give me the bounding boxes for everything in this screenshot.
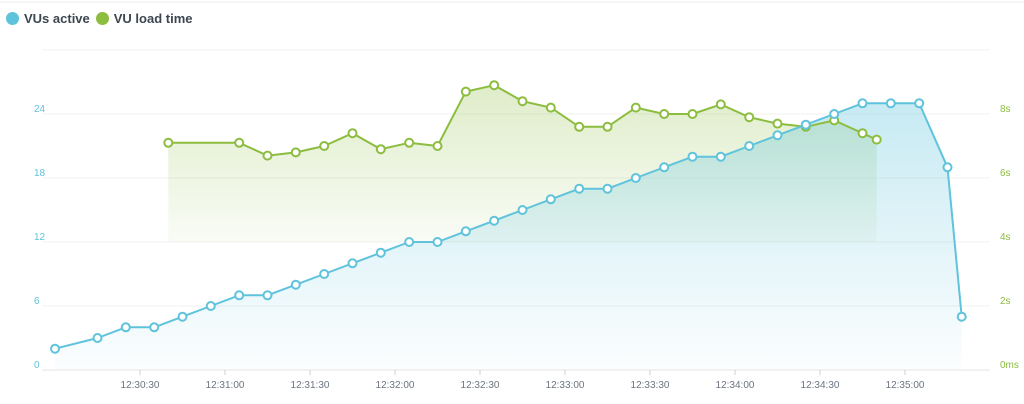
- vus-active-point: [744, 141, 755, 151]
- vus-active-point: [262, 290, 273, 301]
- vu-load-time-point: [432, 141, 443, 151]
- x-tick-label: 12:35:00: [886, 380, 925, 391]
- legend-item-vu-load-time[interactable]: VU load time: [95, 11, 193, 26]
- legend-swatch-vu-load-time: [95, 12, 109, 25]
- y-left-tick-label: 24: [34, 104, 46, 115]
- vu-load-time-point: [375, 144, 386, 155]
- vus-active-point: [205, 301, 216, 311]
- vu-load-time-point: [234, 137, 245, 148]
- vu-load-time-point: [545, 102, 556, 113]
- vus-active-point: [630, 173, 641, 183]
- vus-active-point: [290, 279, 301, 290]
- vus-active-point: [319, 269, 330, 279]
- chart-legend: VUs active VU load time: [6, 11, 193, 26]
- vu-load-time-point: [744, 112, 755, 123]
- y-right-tick-label: 6s: [1000, 168, 1011, 179]
- legend-item-vus-active[interactable]: VUs active: [6, 11, 90, 26]
- vu-load-time-point: [871, 134, 882, 145]
- vus-active-point: [50, 343, 60, 354]
- vu-load-time-point: [630, 102, 641, 113]
- vus-active-point: [120, 322, 131, 333]
- y-left-tick-label: 18: [34, 168, 46, 179]
- vus-active-point: [857, 98, 868, 109]
- vus-active-point: [942, 162, 953, 173]
- legend-label-vu-load-time: VU load time: [113, 11, 193, 26]
- x-tick-label: 12:33:00: [546, 380, 585, 391]
- y-right-tick-label: 2s: [1000, 296, 1011, 307]
- vu-load-time-point: [404, 137, 415, 148]
- vus-active-point: [914, 98, 925, 109]
- x-tick-label: 12:33:30: [631, 380, 670, 391]
- y-left-tick-label: 6: [34, 296, 40, 307]
- vu-load-time-point: [460, 86, 471, 97]
- vu-load-time-point: [574, 121, 585, 132]
- vu-load-time-point: [319, 141, 330, 151]
- vus-active-point: [92, 333, 103, 343]
- legend-swatch-vus-active: [6, 12, 19, 25]
- x-tick-label: 12:32:30: [461, 380, 500, 391]
- legend-label-vus-active: VUs active: [24, 11, 90, 26]
- x-tick-label: 12:31:30: [291, 380, 330, 391]
- y-left-tick-label: 0: [34, 360, 40, 371]
- vu-load-time-point: [347, 128, 358, 139]
- vus-active-point: [375, 247, 386, 258]
- vus-active-point: [885, 98, 896, 109]
- vus-active-point: [574, 183, 585, 194]
- vus-active-point: [460, 226, 471, 237]
- vus-active-point: [800, 119, 811, 130]
- vus-active-point: [772, 130, 783, 141]
- x-tick-label: 12:32:00: [376, 380, 415, 391]
- vus-active-point: [602, 183, 613, 194]
- vus-active-point: [715, 151, 726, 162]
- vu-load-time-point: [290, 147, 301, 158]
- vu-load-time-point: [163, 137, 174, 148]
- vus-active-point: [517, 205, 528, 215]
- vus-active-area: [55, 103, 962, 371]
- vu-load-time-point: [772, 118, 783, 129]
- vu-load-time-point: [489, 80, 500, 91]
- vu-load-time-point: [715, 99, 726, 110]
- vus-active-point: [687, 151, 698, 162]
- y-right-tick-label: 0ms: [1000, 360, 1019, 371]
- vus-active-point: [489, 215, 500, 226]
- x-tick-label: 12:34:00: [716, 380, 755, 391]
- vus-active-point: [177, 311, 188, 322]
- x-tick-label: 12:30:30: [121, 380, 160, 391]
- vus-active-point: [829, 109, 840, 119]
- y-left-tick-label: 12: [34, 232, 46, 243]
- vu-load-time-point: [857, 128, 868, 139]
- vu-load-time-point: [517, 96, 528, 107]
- vus-active-point: [404, 237, 415, 247]
- vu-load-time-point: [659, 109, 670, 119]
- x-tick-label: 12:34:30: [801, 380, 840, 391]
- vu-load-time-point: [687, 109, 698, 119]
- vu-load-time-point: [262, 150, 273, 161]
- y-right-tick-label: 4s: [1000, 232, 1011, 243]
- vu-load-time-point: [602, 121, 613, 132]
- vus-active-point: [234, 290, 245, 301]
- vus-active-point: [545, 194, 556, 205]
- vus-active-point: [432, 237, 443, 247]
- vus-active-point: [659, 162, 670, 173]
- x-tick-label: 12:31:00: [206, 380, 245, 391]
- vus-active-point: [956, 311, 967, 322]
- y-right-tick-label: 8s: [1000, 104, 1011, 115]
- vus-active-point: [347, 258, 358, 269]
- vus-active-point: [149, 322, 160, 333]
